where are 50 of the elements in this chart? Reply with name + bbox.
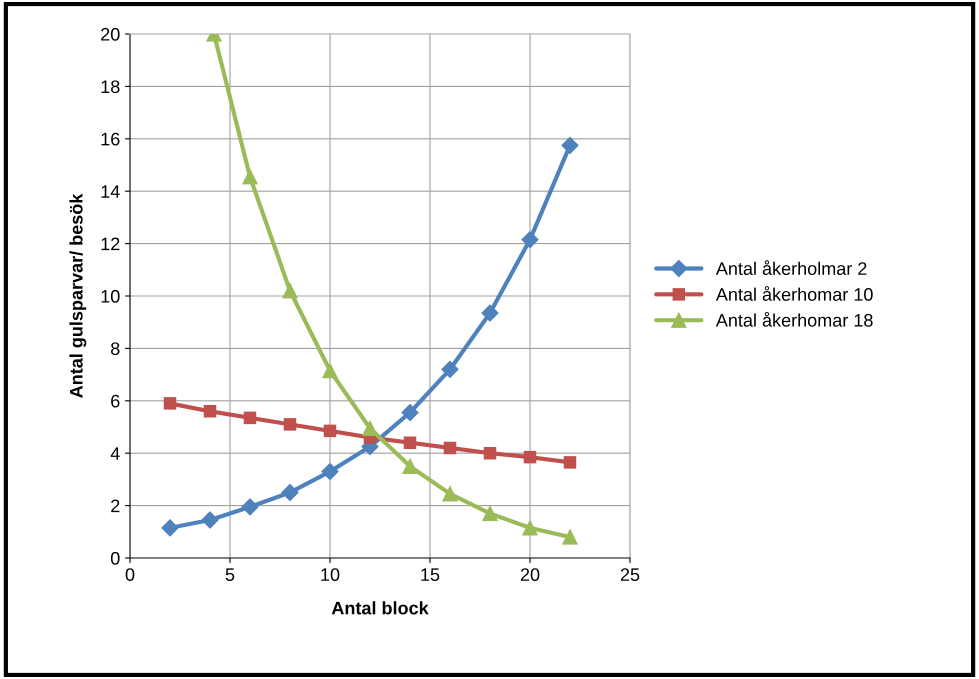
point xyxy=(244,412,256,424)
point xyxy=(441,360,459,378)
point xyxy=(161,519,179,536)
legend-label: Antal åkerhomar 18 xyxy=(716,312,873,327)
point xyxy=(282,283,298,298)
point xyxy=(484,446,496,460)
point xyxy=(482,506,498,522)
y-tick-label: 8 xyxy=(111,342,120,356)
point xyxy=(322,363,338,378)
y-tick-label: 20 xyxy=(101,28,120,41)
y-tick-label: 2 xyxy=(111,500,120,512)
x-tick-label: 0 xyxy=(126,568,134,581)
point xyxy=(442,486,458,502)
point xyxy=(521,231,539,248)
point xyxy=(404,436,416,449)
point xyxy=(564,456,576,469)
legend-label: Antal åkerhomar 10 xyxy=(716,286,873,301)
y-tick-label: 12 xyxy=(102,238,120,250)
y-tick-label: 0 xyxy=(110,552,120,565)
x-axis-title: Antal block xyxy=(332,601,429,614)
point xyxy=(481,304,499,322)
y-tick-label: 16 xyxy=(102,132,120,146)
point xyxy=(444,442,456,454)
point xyxy=(284,418,296,431)
point xyxy=(524,450,536,464)
y-tick-label: 18 xyxy=(102,80,120,94)
point xyxy=(401,404,419,422)
y-tick-label: 10 xyxy=(102,290,120,303)
x-tick-label: 15 xyxy=(421,568,440,581)
point xyxy=(164,397,176,410)
y-tick-label: 4 xyxy=(110,447,120,460)
point xyxy=(201,511,219,529)
point xyxy=(281,484,299,502)
x-tick-label: 25 xyxy=(620,568,640,581)
y-axis-title: Antal gulsparvar/ besök xyxy=(69,194,86,398)
y-tick-label: 6 xyxy=(111,394,120,408)
x-tick-label: 10 xyxy=(321,568,340,581)
point xyxy=(562,529,578,545)
x-tick-label: 20 xyxy=(520,568,540,581)
point xyxy=(241,498,259,516)
point xyxy=(402,458,418,474)
point xyxy=(321,462,339,480)
point xyxy=(561,136,579,154)
legend-label: Antal åkerholmar 2 xyxy=(716,260,866,275)
point xyxy=(204,405,216,418)
point xyxy=(324,424,336,438)
y-tick-label: 14 xyxy=(102,185,120,198)
point xyxy=(242,169,258,184)
x-tick-label: 5 xyxy=(226,568,234,581)
point xyxy=(522,520,538,536)
